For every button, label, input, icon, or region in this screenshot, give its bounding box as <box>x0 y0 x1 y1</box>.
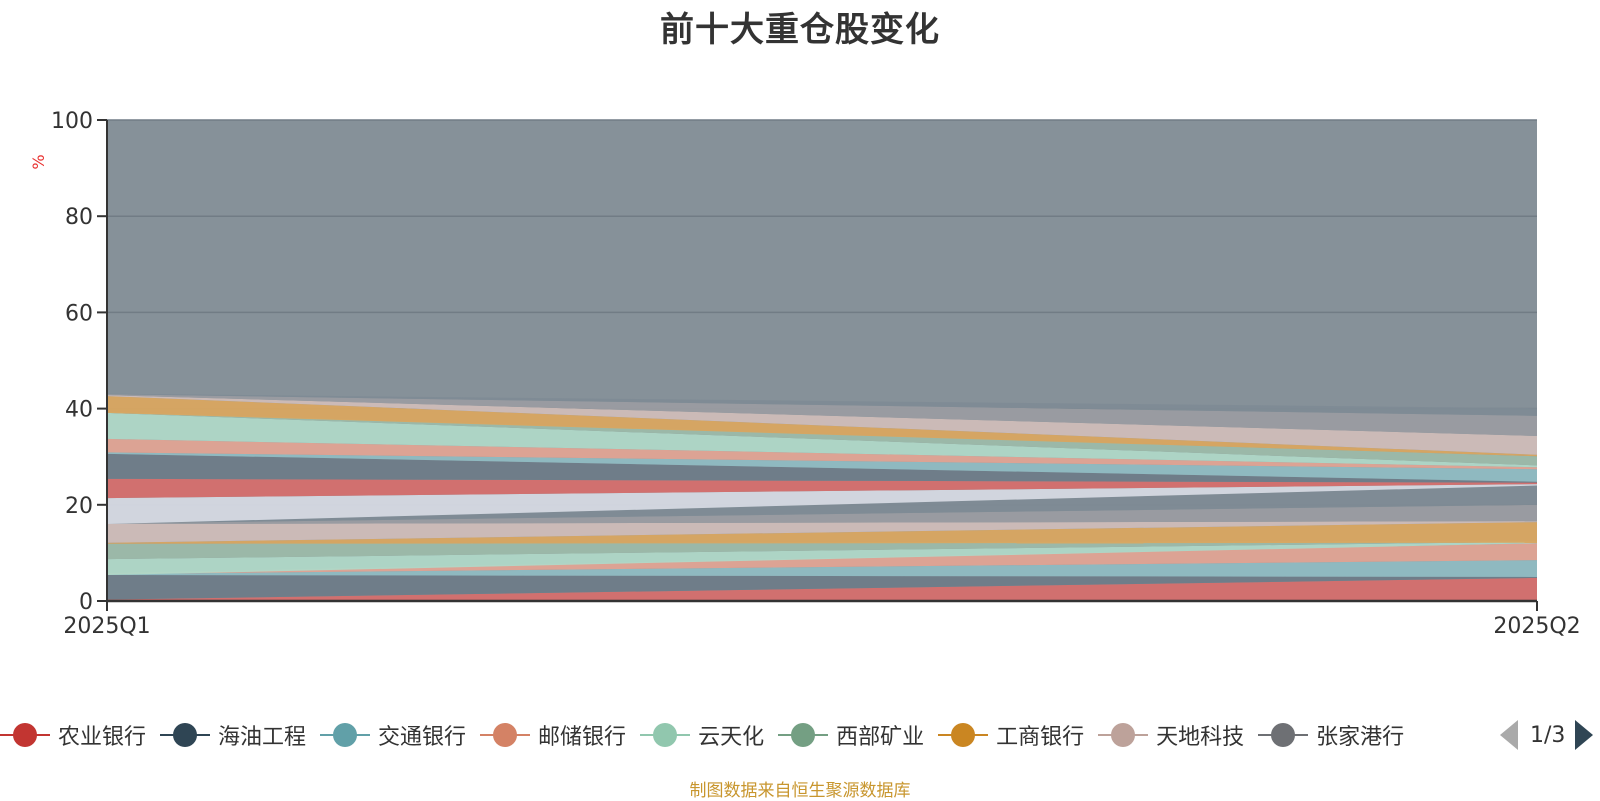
y-axis-unit: % <box>29 154 48 169</box>
x-tick-label: 2025Q1 <box>63 614 150 639</box>
area-band[interactable]: series-15 <box>107 438 1537 470</box>
legend-label: 云天化 <box>698 725 765 750</box>
area-band[interactable]: series-12 <box>107 478 1537 499</box>
area-band[interactable]: series-16 <box>107 412 1537 468</box>
area-band[interactable]: series-18 <box>107 396 1537 457</box>
area-band[interactable]: series-17 <box>107 411 1537 466</box>
source-note: 制图数据来自恒生聚源数据库 <box>689 781 911 801</box>
legend-circle-icon <box>480 722 531 748</box>
legend-circle-icon <box>938 722 989 748</box>
legend-circle-icon <box>0 722 50 748</box>
area-band[interactable]: 云天化 <box>107 541 1537 576</box>
legend-item[interactable]: 西部矿业 <box>778 718 924 752</box>
legend-circle-icon <box>160 722 211 748</box>
pager-next-icon[interactable] <box>1575 720 1594 750</box>
legend-circle-icon <box>1258 722 1309 748</box>
chart-title: 前十大重仓股变化 <box>660 10 940 50</box>
y-tick-label: 60 <box>65 301 93 326</box>
legend-label: 西部矿业 <box>836 725 925 750</box>
legend: 农业银行 海油工程 交通银行 邮储银行 云天化 西部矿业 工商银行 天地科技 张家港行 <box>0 718 1484 752</box>
legend-item[interactable]: 张家港行 <box>1258 718 1404 752</box>
x-tick-label: 2025Q2 <box>1493 614 1580 639</box>
y-tick-label: 20 <box>65 494 93 519</box>
pager-text: 1/3 <box>1530 722 1566 748</box>
area-band[interactable]: 工商银行 <box>107 522 1537 544</box>
legend-circle-icon <box>778 722 829 748</box>
legend-circle-icon <box>320 722 371 748</box>
legend-label: 农业银行 <box>58 725 147 750</box>
legend-item[interactable]: 交通银行 <box>320 718 466 752</box>
legend-label: 张家港行 <box>1316 725 1405 750</box>
area-band[interactable]: 交通银行 <box>107 560 1537 577</box>
legend-item[interactable]: 农业银行 <box>0 718 146 752</box>
area-band[interactable]: 天地科技 <box>107 521 1537 543</box>
y-tick-label: 40 <box>65 398 93 423</box>
area-band[interactable]: series-13 <box>107 453 1537 483</box>
y-tick-label: 100 <box>51 109 93 134</box>
area-band[interactable]: 张家港行 <box>107 504 1537 525</box>
legend-circle-icon <box>640 722 691 748</box>
legend-label: 邮储银行 <box>538 725 627 750</box>
legend-pager: 1/3 <box>1500 718 1594 752</box>
legend-item[interactable]: 工商银行 <box>938 718 1084 752</box>
legend-label: 工商银行 <box>996 725 1085 750</box>
legend-circle-icon <box>1098 722 1149 748</box>
area-band[interactable]: series-14 <box>107 452 1537 482</box>
stacked-area-chart: 农业银行海油工程交通银行邮储银行云天化西部矿业工商银行天地科技张家港行serie… <box>29 109 1581 639</box>
area-band[interactable]: 农业银行 <box>107 577 1537 601</box>
area-band[interactable]: series-19 <box>107 395 1537 455</box>
y-tick-label: 0 <box>79 590 93 615</box>
legend-item[interactable]: 天地科技 <box>1098 718 1244 752</box>
legend-label: 天地科技 <box>1156 725 1245 750</box>
legend-item[interactable]: 海油工程 <box>160 718 306 752</box>
legend-item[interactable]: 邮储银行 <box>480 718 626 752</box>
pager-prev-icon[interactable] <box>1500 720 1518 750</box>
area-band[interactable]: series-21 <box>107 393 1537 416</box>
legend-item[interactable]: 云天化 <box>640 718 764 752</box>
area-band[interactable]: 海油工程 <box>107 575 1537 600</box>
legend-label: 交通银行 <box>378 725 467 750</box>
area-band[interactable]: 西部矿业 <box>107 540 1537 560</box>
area-band[interactable]: series-20 <box>107 394 1537 437</box>
legend-label: 海油工程 <box>218 725 307 750</box>
area-band[interactable]: series-11 <box>107 484 1537 525</box>
y-tick-label: 80 <box>65 205 93 230</box>
